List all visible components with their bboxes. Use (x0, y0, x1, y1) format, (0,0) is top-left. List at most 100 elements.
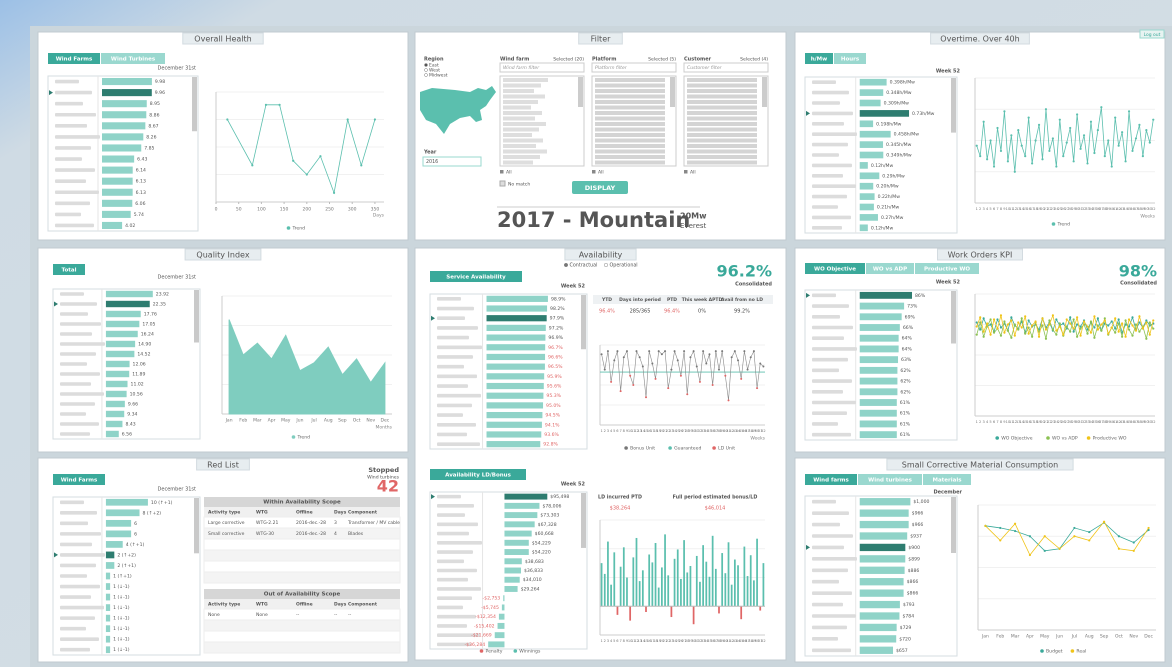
all-option[interactable]: All (598, 170, 604, 176)
tab-label[interactable]: Productive WO (924, 267, 970, 273)
item-name[interactable] (812, 614, 856, 618)
item-name[interactable] (60, 392, 104, 396)
item-name[interactable] (55, 90, 92, 95)
item-name[interactable] (437, 316, 465, 321)
us-map[interactable] (420, 86, 496, 134)
list-item[interactable] (687, 133, 757, 137)
item-name[interactable] (55, 190, 99, 195)
item-name[interactable] (60, 322, 101, 326)
item-name[interactable] (812, 325, 853, 330)
item-name[interactable] (60, 412, 86, 416)
item-name[interactable] (812, 432, 851, 437)
tab-label[interactable]: Total (61, 268, 76, 274)
item-name[interactable] (812, 499, 836, 504)
list-item[interactable] (503, 94, 545, 99)
tab-label[interactable]: Hours (841, 57, 860, 63)
item-name[interactable] (60, 616, 95, 620)
item-name[interactable] (437, 596, 472, 601)
checkbox[interactable] (500, 170, 504, 174)
tab[interactable] (915, 263, 979, 274)
item-name[interactable] (437, 432, 467, 437)
tab[interactable] (53, 474, 105, 485)
list-item[interactable] (687, 144, 757, 148)
item-name[interactable] (437, 345, 482, 350)
item-name[interactable] (437, 403, 472, 408)
list-item[interactable] (503, 155, 540, 159)
list-item[interactable] (595, 160, 665, 165)
tab[interactable] (923, 474, 971, 485)
tab-label[interactable]: Wind Turbines (111, 57, 156, 63)
region-option[interactable]: West (429, 68, 440, 74)
item-name[interactable] (437, 306, 474, 311)
item-name[interactable] (60, 584, 100, 589)
filter-input[interactable] (683, 62, 769, 73)
radio[interactable] (424, 68, 428, 72)
list-item[interactable] (687, 94, 757, 99)
item-name[interactable] (60, 532, 101, 536)
item-name[interactable] (55, 168, 95, 172)
item-name[interactable] (812, 591, 852, 595)
item-name[interactable] (812, 174, 843, 178)
list-item[interactable] (687, 160, 757, 165)
item-name[interactable] (812, 422, 838, 426)
item-name[interactable] (812, 111, 853, 116)
item-name[interactable] (437, 531, 469, 536)
list-item[interactable] (503, 89, 534, 93)
region-option[interactable]: East (429, 63, 439, 69)
list-item[interactable] (595, 83, 665, 88)
item-name[interactable] (437, 335, 469, 340)
no-match-label[interactable]: No match (508, 182, 530, 188)
list-item[interactable] (595, 100, 665, 104)
checkbox[interactable] (499, 180, 506, 187)
item-name[interactable] (437, 297, 461, 301)
list-item[interactable] (595, 116, 665, 121)
item-name[interactable] (60, 647, 90, 652)
tab-label[interactable]: Wind farms (813, 478, 849, 484)
list-item[interactable] (595, 149, 665, 154)
item-name[interactable] (437, 513, 465, 517)
tab-label[interactable]: Wind Farms (56, 57, 93, 63)
tab-label[interactable]: WO vs ADP (873, 267, 907, 273)
item-name[interactable] (60, 511, 97, 515)
list-item[interactable] (503, 149, 547, 154)
tab-label[interactable]: Availability LD/Bonus (445, 473, 511, 479)
radio[interactable] (603, 262, 609, 268)
tab[interactable] (834, 53, 866, 64)
item-name[interactable] (812, 132, 857, 136)
all-option[interactable]: All (506, 170, 512, 176)
item-name[interactable] (812, 293, 836, 298)
item-name[interactable] (812, 163, 852, 168)
item-name[interactable] (55, 157, 82, 161)
item-name[interactable] (60, 402, 95, 406)
item-name[interactable] (60, 372, 100, 376)
item-name[interactable] (55, 212, 81, 217)
tab-label[interactable]: WO Objective (814, 267, 856, 273)
item-name[interactable] (55, 101, 83, 106)
filter-input[interactable] (499, 62, 585, 73)
list-item[interactable] (503, 133, 532, 137)
tab-label[interactable]: Wind Farms (61, 478, 98, 484)
item-name[interactable] (812, 625, 847, 630)
item-name[interactable] (812, 648, 851, 653)
list-item[interactable] (503, 160, 533, 165)
list-item[interactable] (595, 122, 665, 126)
item-name[interactable] (437, 522, 478, 527)
item-name[interactable] (437, 577, 468, 582)
item-name[interactable] (60, 553, 105, 557)
item-name[interactable] (437, 642, 471, 647)
item-name[interactable] (437, 633, 480, 637)
item-name[interactable] (437, 614, 476, 619)
list-item[interactable] (503, 111, 542, 115)
list-item[interactable] (687, 89, 757, 93)
item-name[interactable] (437, 568, 477, 573)
checkbox[interactable] (592, 170, 596, 174)
item-name[interactable] (812, 389, 843, 394)
item-name[interactable] (812, 142, 848, 147)
item-name[interactable] (55, 223, 94, 228)
item-name[interactable] (60, 574, 87, 578)
item-name[interactable] (812, 400, 856, 405)
list-item[interactable] (595, 155, 665, 159)
item-name[interactable] (60, 542, 92, 547)
list-item[interactable] (595, 133, 665, 137)
list-item[interactable] (503, 116, 535, 121)
